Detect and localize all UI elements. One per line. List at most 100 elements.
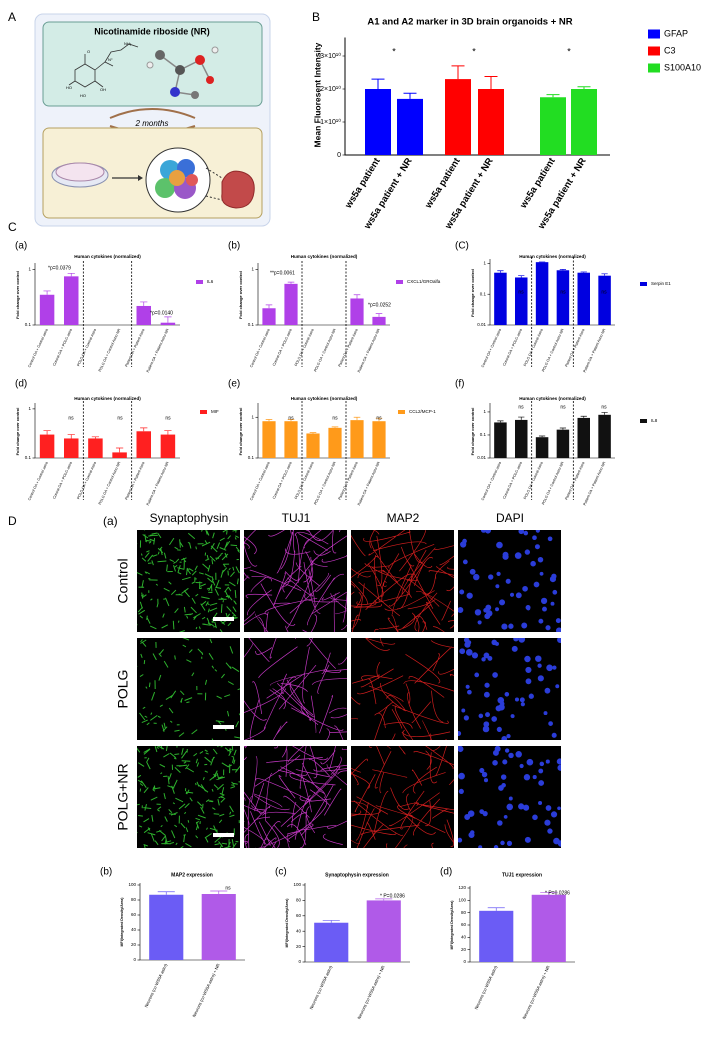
error-bar xyxy=(140,427,148,432)
y-tick-label: 0.1 xyxy=(25,322,32,327)
panel-label: (c) xyxy=(275,867,287,878)
panel-label: (b) xyxy=(228,241,240,252)
bar xyxy=(577,417,590,458)
y-tick-label: 100 xyxy=(458,898,466,903)
error-bar xyxy=(331,426,339,428)
error-bar xyxy=(601,412,608,415)
error-bar xyxy=(580,271,587,273)
error-bar xyxy=(164,430,172,435)
error-bar xyxy=(497,270,504,273)
y-tick-label: 0 xyxy=(463,959,466,964)
legend-label: IL6 xyxy=(207,279,214,284)
annotation: ns xyxy=(165,415,171,421)
legend-label: Serpin E1 xyxy=(651,281,671,286)
legend-swatch xyxy=(396,280,403,284)
y-tick-label: 80 xyxy=(131,897,137,902)
y-tick-label: 0.1 xyxy=(248,455,255,460)
error-bar xyxy=(484,75,498,89)
error-bar xyxy=(67,434,75,439)
micrograph xyxy=(137,638,240,740)
condition-label: POLG+NR xyxy=(115,763,131,830)
bar xyxy=(531,894,566,962)
legend-swatch xyxy=(648,46,660,56)
error-bar xyxy=(164,316,172,323)
panel-label: (b) xyxy=(100,867,112,878)
legend-label: GFAP xyxy=(664,28,688,38)
chart-title: MAP2 expression xyxy=(171,872,213,878)
bar xyxy=(306,433,320,458)
error-bar xyxy=(353,294,361,299)
y-axis-label: Fold change over control xyxy=(470,408,475,456)
bar xyxy=(350,420,364,458)
cycle-arrow xyxy=(109,108,196,119)
bar xyxy=(366,900,401,962)
error-bar xyxy=(43,430,51,435)
annotation: **p=0.0061 xyxy=(270,270,295,276)
bar xyxy=(64,276,79,325)
micrograph-signal xyxy=(351,638,454,740)
legend-label: CCL2/MCP-1 xyxy=(409,409,436,414)
bar xyxy=(494,272,507,325)
annotation: *p=0.0379 xyxy=(48,265,71,271)
micrograph-signal xyxy=(351,746,454,848)
error-bar xyxy=(287,419,295,422)
bar xyxy=(350,298,364,325)
micrograph-signal xyxy=(244,638,347,740)
y-tick-label: 20 xyxy=(296,944,302,949)
error-bar xyxy=(157,891,175,895)
bar xyxy=(479,910,514,962)
y-tick-label: 1 xyxy=(28,406,31,411)
arrowhead xyxy=(138,175,143,181)
scale-bar xyxy=(213,725,234,729)
bar xyxy=(372,316,386,325)
duration-label: 2 months xyxy=(135,119,169,128)
legend-swatch xyxy=(640,282,647,286)
y-tick-label: 0.01 xyxy=(477,455,486,460)
micrograph xyxy=(351,638,454,740)
panel-label: (d) xyxy=(15,379,27,390)
bar xyxy=(540,97,566,155)
bar xyxy=(136,431,151,458)
error-bar xyxy=(487,907,505,911)
error-bar xyxy=(538,435,546,438)
chart-title: Human cytokines (normalized) xyxy=(74,396,141,401)
bar xyxy=(515,419,528,458)
legend-swatch xyxy=(196,280,203,284)
y-axis-label: Fold change over control xyxy=(470,269,475,317)
y-tick-label: 0.1 xyxy=(480,291,487,296)
error-bar xyxy=(210,890,228,894)
legend-label: IL8 xyxy=(651,418,658,423)
channel-label: TUJ1 xyxy=(282,511,311,525)
illustration-title: Nicotinamide riboside (NR) xyxy=(94,26,210,36)
panel-label: (a) xyxy=(103,514,118,528)
bar xyxy=(494,422,507,458)
error-bar xyxy=(451,65,465,80)
legend-swatch xyxy=(648,63,660,73)
error-bar xyxy=(140,301,148,306)
y-tick-label: 60 xyxy=(131,912,137,917)
atom-label: HO xyxy=(80,93,86,98)
y-tick-label: 1 xyxy=(28,267,31,272)
micrograph-signal xyxy=(244,530,347,632)
micrograph-signal xyxy=(458,530,561,632)
error-bar xyxy=(518,416,525,420)
bar xyxy=(284,283,298,325)
y-axis-label: Fold change over control xyxy=(15,408,20,456)
annotation: * xyxy=(392,46,396,56)
annotation: * xyxy=(567,46,571,56)
y-tick-label: 40 xyxy=(131,927,137,932)
error-bar xyxy=(67,272,75,277)
brain-tissue xyxy=(221,170,255,209)
annotation: ns xyxy=(518,404,524,410)
panel-label: (e) xyxy=(228,379,240,390)
annotation: ns xyxy=(560,289,566,295)
bar xyxy=(149,894,184,960)
bar xyxy=(64,438,79,458)
micrograph xyxy=(137,530,240,632)
bar xyxy=(535,262,549,325)
chart-title: Synaptophysin expression xyxy=(325,872,389,878)
condition-label: POLG xyxy=(115,670,131,709)
y-axis-label: MFI(Integrated Density/Area) xyxy=(450,900,454,950)
annotation: * P=0.0286 xyxy=(545,890,570,896)
